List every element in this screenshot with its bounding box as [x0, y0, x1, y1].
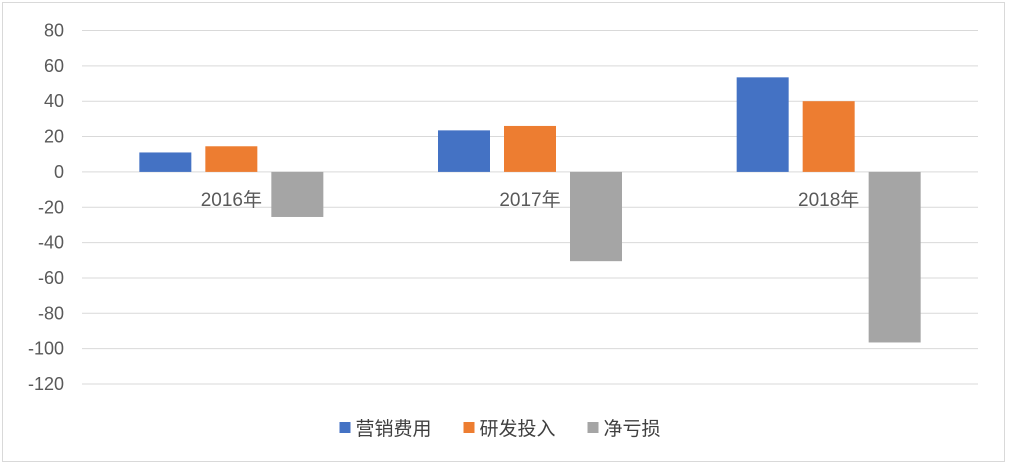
category-label: 2016年 [201, 189, 262, 211]
legend: 营销费用 研发投入 净亏损 [339, 418, 661, 440]
y-tick-label: -60 [38, 268, 64, 288]
bar-营销费用-2017年 [438, 130, 490, 172]
category-labels: 2016年 2017年 2018年 [201, 189, 860, 211]
bar-研发投入-2016年 [205, 146, 258, 172]
y-tick-label: 60 [44, 56, 64, 76]
y-tick-label: 0 [54, 162, 64, 182]
y-tick-label: 20 [44, 127, 64, 147]
legend-swatch [587, 422, 599, 433]
legend-swatch [463, 422, 475, 433]
bar-研发投入-2018年 [802, 101, 855, 172]
legend-label: 净亏损 [604, 418, 661, 440]
category-label: 2017年 [499, 189, 560, 211]
bars [139, 77, 921, 343]
legend-label: 研发投入 [480, 418, 556, 440]
legend-swatch [339, 422, 351, 433]
category-label: 2018年 [798, 189, 859, 211]
bar-研发投入-2017年 [504, 125, 556, 172]
bar-净亏损-2016年 [271, 171, 324, 217]
y-tick-label: 80 [44, 21, 64, 41]
bar-净亏损-2018年 [868, 171, 921, 343]
bar-营销费用-2016年 [139, 152, 192, 172]
bar-净亏损-2017年 [570, 171, 622, 262]
y-tick-label: 40 [44, 91, 64, 111]
gridlines [82, 30, 978, 385]
y-tick-label: -80 [38, 303, 64, 323]
y-tick-label: -40 [38, 233, 64, 253]
y-tick-label: -20 [38, 197, 64, 217]
y-tick-label: -120 [28, 374, 64, 394]
y-tick-label: -100 [28, 339, 64, 359]
y-axis-tick-labels: 80 60 40 20 0 -20 -40 -60 -80 -100 -120 [28, 21, 64, 395]
bar-营销费用-2018年 [736, 77, 789, 172]
legend-label: 营销费用 [356, 418, 432, 440]
